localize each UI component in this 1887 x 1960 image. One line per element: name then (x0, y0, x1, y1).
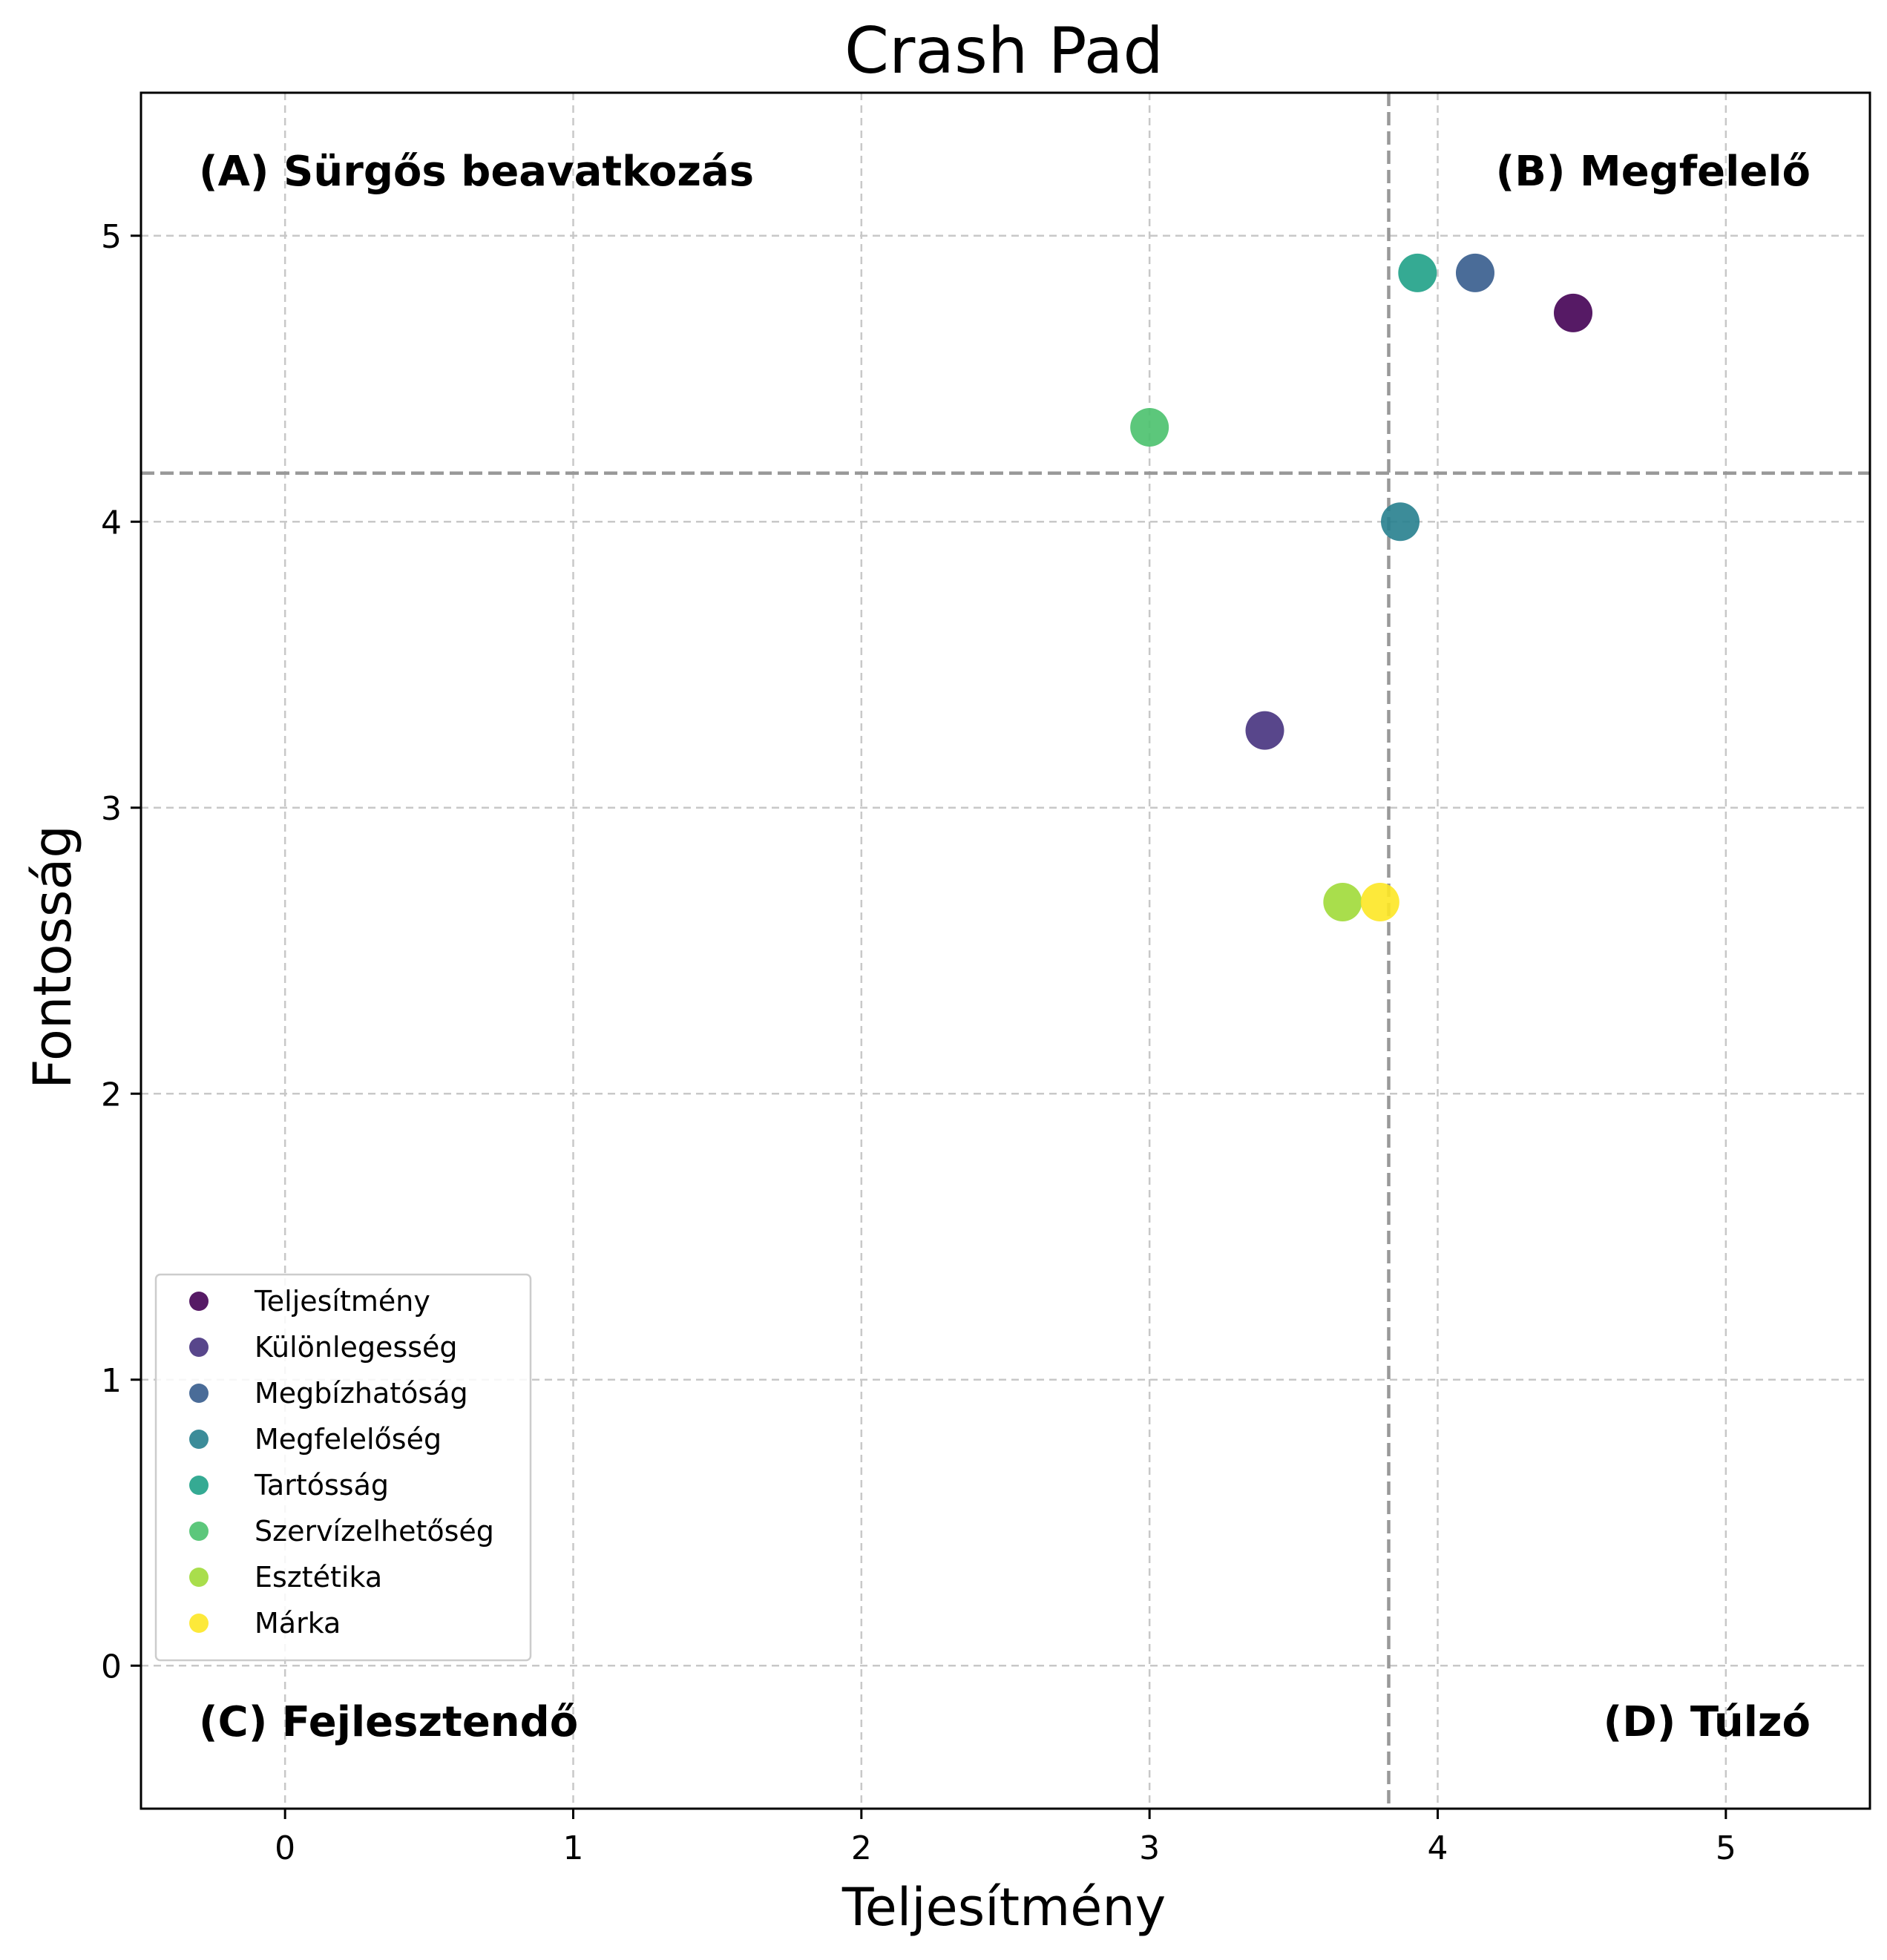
data-point (1360, 882, 1399, 921)
data-point (1455, 253, 1494, 292)
quadrant-label-d: (D) Túlzó (1604, 1698, 1811, 1746)
legend-label: Teljesítmény (254, 1285, 430, 1318)
legend-label: Márka (255, 1607, 341, 1640)
y-tick-label: 2 (101, 1076, 122, 1114)
x-tick-label: 5 (1716, 1829, 1736, 1867)
y-tick-label: 0 (101, 1648, 122, 1686)
axis-ticks: 0 1 2 3 4 5 0 1 2 3 4 5 (101, 218, 1736, 1867)
y-tick-label: 1 (101, 1362, 122, 1400)
x-tick-label: 2 (851, 1829, 872, 1867)
data-point (1381, 502, 1420, 542)
plot-frame (140, 91, 1871, 1810)
quadrant-label-a: (A) Sürgős beavatkozás (199, 148, 754, 196)
legend-label: Szervízelhetőség (255, 1515, 494, 1548)
legend: Teljesítmény Különlegesség Megbízhatóság Me… (154, 1273, 532, 1662)
quadrant-label-b: (B) Megfelelő (1496, 148, 1811, 196)
data-point (1398, 253, 1437, 292)
data-point (1245, 711, 1284, 750)
grid (141, 93, 1870, 1809)
x-tick-label: 4 (1428, 1829, 1448, 1867)
x-tick-label: 1 (563, 1829, 584, 1867)
x-tick-label: 3 (1139, 1829, 1160, 1867)
legend-label: Esztétika (255, 1561, 382, 1594)
legend-label: Megfelelőség (255, 1423, 442, 1456)
x-tick-label: 0 (275, 1829, 295, 1867)
legend-marker (189, 1522, 209, 1541)
y-tick-label: 4 (101, 504, 122, 542)
legend-label: Tartósság (254, 1469, 389, 1502)
legend-marker (189, 1292, 209, 1311)
legend-marker (189, 1614, 209, 1633)
data-points (1130, 253, 1593, 921)
legend-marker (189, 1476, 209, 1495)
legend-marker (189, 1338, 209, 1357)
y-tick-label: 5 (101, 218, 122, 256)
legend-label: Különlegesség (255, 1331, 458, 1364)
data-point (1323, 882, 1362, 921)
legend-marker (189, 1568, 209, 1587)
x-axis-title: Teljesítmény (841, 1877, 1166, 1938)
legend-label: Megbízhatóság (255, 1377, 468, 1410)
y-axis-title: Fontosság (22, 825, 83, 1089)
legend-box (154, 1273, 532, 1662)
quadrant-label-c: (C) Fejlesztendő (199, 1698, 578, 1746)
chart-title: Crash Pad (844, 14, 1164, 88)
data-point (1130, 408, 1169, 447)
mean-lines (141, 93, 1870, 1809)
data-point (1554, 293, 1593, 332)
y-tick-label: 3 (101, 790, 122, 828)
legend-marker (189, 1384, 209, 1403)
legend-marker (189, 1430, 209, 1449)
